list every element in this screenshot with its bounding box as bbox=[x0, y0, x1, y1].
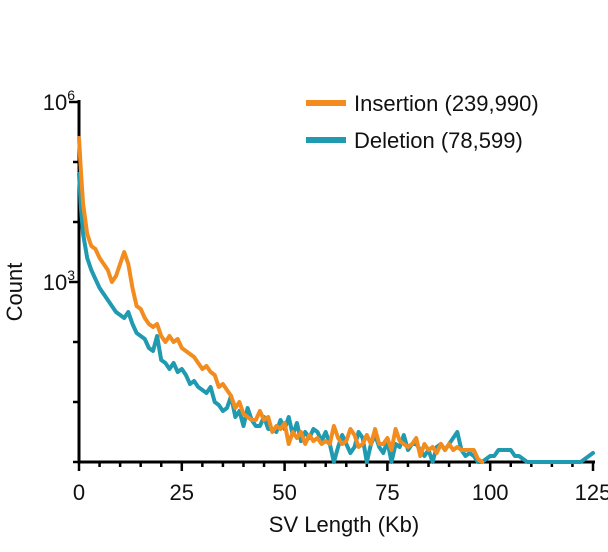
y-tick-label: 106 bbox=[43, 87, 75, 115]
legend-label-insertion: Insertion (239,990) bbox=[354, 91, 539, 116]
x-tick-label: 0 bbox=[73, 480, 85, 505]
series-layer bbox=[77, 136, 595, 464]
series-line-insertion bbox=[77, 136, 484, 464]
series-line-deletion bbox=[77, 172, 595, 464]
y-axis-label: Count bbox=[2, 263, 27, 322]
x-axis-label: SV Length (Kb) bbox=[269, 512, 419, 537]
x-tick-label: 25 bbox=[170, 480, 194, 505]
x-tick-label: 125 bbox=[575, 480, 608, 505]
legend-label-deletion: Deletion (78,599) bbox=[354, 128, 523, 153]
legend: Insertion (239,990) Deletion (78,599) bbox=[306, 91, 539, 153]
x-tick-label: 100 bbox=[472, 480, 509, 505]
x-tick-label: 50 bbox=[272, 480, 296, 505]
y-ticks: 103 106 bbox=[43, 87, 79, 464]
x-tick-label: 75 bbox=[375, 480, 399, 505]
y-tick-label: 103 bbox=[43, 267, 75, 295]
x-ticks: 0 25 50 75 100 125 bbox=[73, 462, 608, 505]
